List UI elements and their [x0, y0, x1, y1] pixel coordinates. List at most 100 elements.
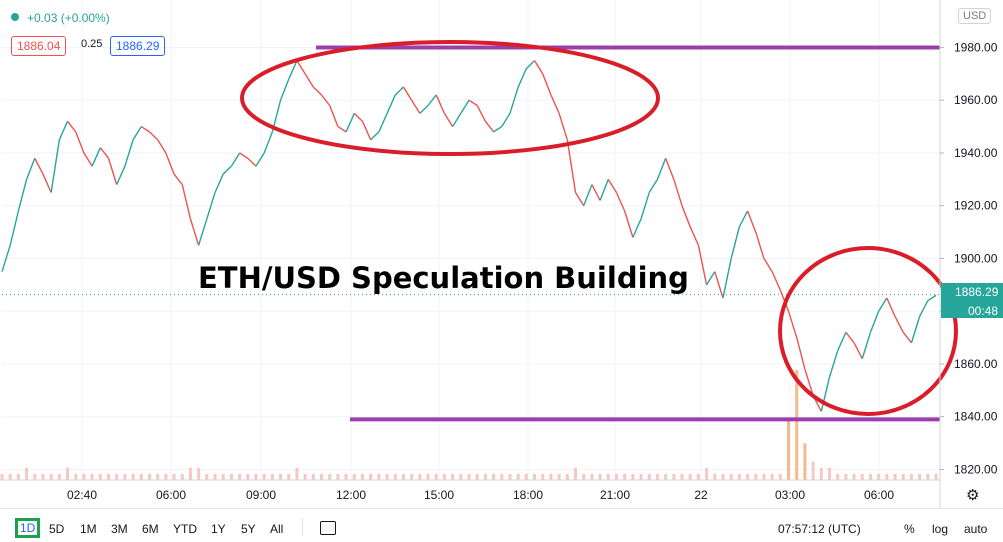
price-segment — [910, 316, 921, 344]
price-segment — [288, 60, 298, 80]
bid-price-button[interactable]: 1886.04 — [11, 36, 67, 56]
volume-bar — [492, 473, 496, 480]
volume-bar — [147, 473, 151, 480]
price-segment — [558, 113, 568, 140]
timeframe-3m[interactable]: 3M — [111, 522, 128, 536]
volume-bar — [483, 473, 487, 480]
price-segment — [689, 226, 700, 246]
price-segment — [755, 231, 765, 259]
volume-bar — [533, 473, 537, 480]
volume-bar — [279, 473, 283, 480]
price-segment — [706, 271, 716, 286]
price-segment — [722, 258, 732, 299]
price-segment — [517, 68, 527, 88]
volume-bar — [582, 473, 586, 480]
volume-bar — [41, 473, 45, 480]
timeframe-1y[interactable]: 1Y — [211, 522, 226, 536]
price-segment — [345, 113, 355, 133]
volume-bar — [737, 473, 741, 480]
price-segment — [533, 60, 544, 75]
volume-bar — [115, 473, 119, 480]
volume-bar — [49, 473, 53, 480]
timeframe-ytd[interactable]: YTD — [173, 522, 197, 536]
timeframe-all[interactable]: All — [270, 522, 284, 536]
volume-bar — [877, 473, 881, 480]
volume-bar — [295, 467, 299, 480]
x-tick-label: 03:00 — [775, 488, 805, 502]
price-segment — [361, 121, 372, 141]
volume-bar — [852, 473, 856, 480]
utc-clock[interactable]: 07:57:12 (UTC) — [778, 522, 861, 536]
price-segment — [632, 218, 642, 238]
price-segment — [820, 376, 831, 412]
price-segment — [157, 139, 167, 154]
log-toggle[interactable]: log — [932, 522, 949, 536]
volume-bar — [565, 473, 569, 480]
price-segment — [99, 147, 110, 159]
x-tick-label: 21:00 — [600, 488, 630, 502]
volume-bar — [762, 473, 766, 480]
price-segment — [738, 210, 749, 228]
percent-toggle[interactable]: % — [904, 522, 915, 536]
price-segment — [312, 86, 323, 96]
price-segment — [763, 258, 773, 273]
price-segment — [435, 94, 446, 114]
price-segment — [493, 126, 503, 133]
price-segment — [230, 152, 241, 167]
volume-bar — [410, 473, 414, 480]
volume-bar — [336, 473, 340, 480]
price-segment — [443, 113, 454, 127]
volume-bar — [238, 473, 242, 480]
volume-bar — [418, 473, 422, 480]
x-tick-label: 09:00 — [246, 488, 276, 502]
volume-bar — [246, 473, 250, 480]
volume-bar — [401, 473, 405, 480]
price-segment — [697, 245, 708, 285]
volume-bar — [778, 473, 782, 480]
volume-bar — [172, 473, 176, 480]
calendar-icon[interactable] — [320, 521, 336, 535]
price-segment — [648, 178, 659, 193]
volume-bar — [672, 473, 676, 480]
price-segment — [17, 179, 28, 212]
ask-price-button[interactable]: 1886.29 — [110, 36, 166, 56]
timeframe-5y[interactable]: 5Y — [241, 522, 256, 536]
price-segment — [861, 332, 872, 359]
timeframe-5d[interactable]: 5D — [49, 522, 65, 536]
price-segment — [787, 311, 798, 338]
price-segment — [116, 165, 126, 185]
price-segment — [329, 105, 339, 127]
price-segment — [378, 113, 388, 133]
volume-bar — [606, 473, 610, 480]
volume-bar — [254, 473, 258, 480]
y-tick-label: 1900.00 — [954, 251, 998, 265]
gear-icon[interactable]: ⚙ — [966, 487, 980, 504]
volume-bar — [451, 473, 455, 480]
volume-bar — [557, 473, 561, 480]
volume-bar — [33, 473, 37, 480]
currency-badge[interactable]: USD — [958, 8, 992, 24]
price-segment — [50, 139, 61, 193]
volume-bar — [98, 473, 102, 480]
price-segment — [296, 60, 306, 75]
volume-bar — [918, 473, 922, 480]
timeframe-1m[interactable]: 1M — [80, 522, 97, 536]
timeframe-6m[interactable]: 6M — [142, 522, 159, 536]
price-segment — [656, 157, 667, 180]
price-segment — [484, 120, 495, 133]
volume-bar — [82, 473, 86, 480]
highlight-ellipse — [778, 246, 958, 416]
price-segment — [804, 369, 814, 396]
price-segment — [214, 173, 224, 193]
price-segment — [894, 316, 904, 333]
auto-toggle[interactable]: auto — [964, 522, 988, 536]
price-segment — [394, 86, 404, 96]
price-segment — [148, 131, 159, 141]
price-segment — [189, 218, 200, 246]
price-segment — [34, 157, 44, 175]
price-chart[interactable]: 1820.001840.001860.001880.001900.001920.… — [0, 0, 1003, 508]
price-segment — [574, 192, 585, 207]
volume-bar — [614, 473, 618, 480]
timeframe-1d[interactable]: 1D — [15, 518, 41, 538]
price-segment — [132, 126, 142, 141]
